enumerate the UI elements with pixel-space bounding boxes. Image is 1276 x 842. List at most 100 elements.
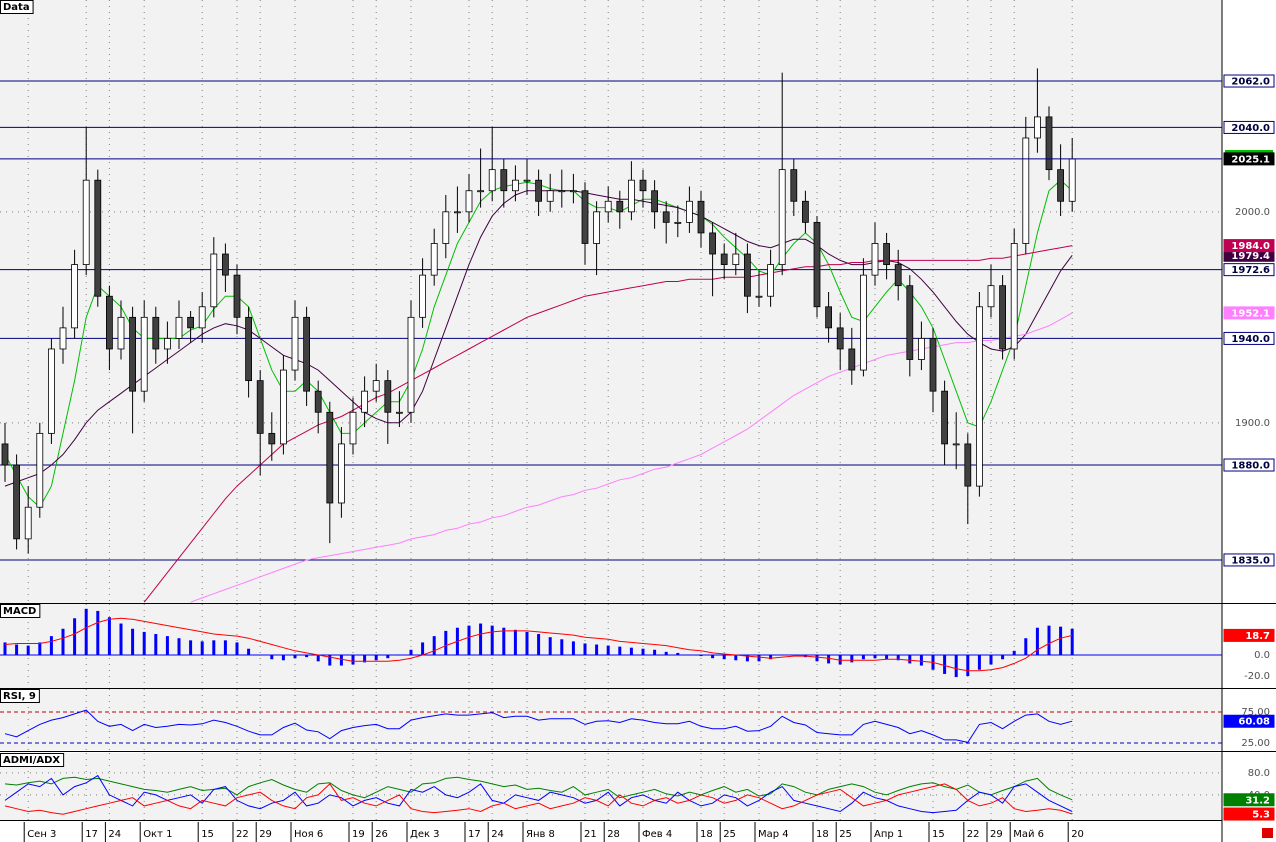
- axis-tag-box: [1223, 793, 1275, 807]
- candle-body: [407, 316, 415, 413]
- macd-bar: [838, 655, 842, 665]
- candle-body: [674, 221, 682, 224]
- axis-tag-label: 31.2: [1245, 795, 1270, 806]
- axis-1: 0.0 -20.0 18.7: [1223, 628, 1275, 682]
- macd-bar: [571, 641, 575, 656]
- panel-2: [0, 689, 1222, 750]
- level-label: 1880.0: [1231, 461, 1270, 472]
- macd-bar: [305, 655, 309, 658]
- panel-title: Data: [3, 2, 30, 13]
- candle-body: [1022, 137, 1030, 244]
- macd-bar: [513, 629, 517, 656]
- axis-2: 75.00 25.00 60.08: [1223, 707, 1275, 749]
- candle-body: [1, 443, 9, 466]
- candle-body: [964, 443, 972, 487]
- candle-body: [906, 285, 914, 360]
- x-tick-label: 21: [584, 829, 597, 840]
- candle-body: [442, 211, 450, 244]
- candle-body: [384, 380, 392, 413]
- candle-body: [581, 190, 589, 244]
- candle-body: [279, 369, 287, 445]
- x-tick-label: Мар 4: [758, 829, 789, 840]
- axis-3: 80.040.031.25.3: [1223, 768, 1275, 821]
- macd-bar: [606, 645, 610, 656]
- candle-body: [129, 316, 137, 392]
- macd-bar: [618, 646, 622, 656]
- candle-body: [593, 211, 600, 244]
- level-tag-box: [1223, 120, 1275, 134]
- axis-tag-label: 5.3: [1252, 810, 1270, 821]
- candle-body: [1045, 116, 1053, 171]
- macd-bar: [96, 610, 100, 656]
- x-tick-label: 15: [201, 829, 214, 840]
- y-tick-label: 80.0: [1248, 768, 1270, 779]
- candle-body: [488, 169, 496, 192]
- macd-bar: [583, 643, 587, 656]
- y-tick-label: -20.0: [1244, 671, 1270, 682]
- x-tick-label: 26: [375, 829, 388, 840]
- axis-tag-label: 2025.1: [1231, 154, 1270, 165]
- candle-body: [256, 380, 264, 434]
- macd-bar: [699, 655, 703, 657]
- candle-body: [755, 295, 763, 298]
- candle-body: [512, 179, 519, 192]
- macd-bar: [896, 655, 900, 661]
- candle-body: [570, 190, 577, 193]
- level-label: 1835.0: [1231, 555, 1270, 566]
- axis-tag-label: 1979.4: [1231, 251, 1270, 262]
- candle-body: [871, 243, 879, 276]
- macd-bar: [281, 655, 285, 661]
- x-tick-label: 15: [932, 829, 945, 840]
- candle-body: [395, 411, 403, 414]
- macd-bar: [502, 627, 506, 656]
- level-label: 2062.0: [1231, 77, 1270, 88]
- macd-bar: [107, 617, 111, 656]
- panel-1: [0, 604, 1222, 688]
- macd-bar: [908, 655, 912, 664]
- candle-body: [662, 211, 670, 223]
- macd-bar: [223, 640, 227, 656]
- candle-body: [1010, 243, 1018, 350]
- candle-body: [790, 169, 798, 202]
- macd-bar: [560, 639, 564, 656]
- candle-body: [291, 316, 299, 371]
- candle-body: [117, 316, 125, 350]
- x-tick-label: 22: [236, 829, 249, 840]
- macd-bar: [444, 630, 448, 656]
- moving-average: [190, 312, 1073, 603]
- macd-bar: [479, 623, 483, 656]
- price-marker: [1225, 150, 1273, 154]
- moving-average: [143, 245, 1073, 603]
- panel-3: [0, 753, 1222, 820]
- level-label: 1972.6: [1231, 265, 1270, 276]
- x-tick-label: Фев 4: [642, 829, 672, 840]
- candle-body: [836, 327, 844, 350]
- x-tick-label: 22: [967, 829, 980, 840]
- indicator-line: [4, 774, 1073, 814]
- macd-bar: [177, 638, 181, 656]
- candle-body: [651, 190, 658, 213]
- candle-body: [337, 443, 345, 504]
- macd-bar: [119, 623, 123, 656]
- candle-body: [1068, 158, 1076, 202]
- macd-bar: [38, 642, 42, 656]
- candle-body: [1057, 169, 1064, 202]
- macd-bar: [1059, 626, 1063, 656]
- macd-bar: [850, 655, 854, 663]
- macd-bar: [235, 642, 239, 656]
- candle-body: [477, 190, 485, 193]
- candle-body: [987, 285, 995, 308]
- adx-panel: [0, 753, 1222, 820]
- candle-body: [349, 411, 357, 445]
- candle-body: [140, 316, 148, 392]
- macd-bar: [792, 655, 796, 656]
- candle-body: [546, 190, 554, 202]
- macd-bar: [432, 636, 436, 656]
- macd-bar: [885, 655, 889, 660]
- x-tick-label: Май 6: [1013, 829, 1044, 840]
- corner-icon[interactable]: [1262, 828, 1273, 838]
- candle-body: [813, 221, 821, 308]
- macd-bar: [363, 655, 367, 663]
- macd-bar: [189, 640, 193, 656]
- level-tag-box: [1223, 458, 1275, 472]
